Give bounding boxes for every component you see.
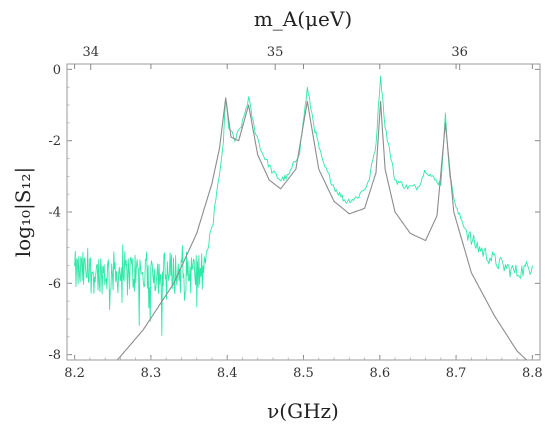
x-tick-label: 8.6 <box>369 366 390 381</box>
x-tick-label: 8.4 <box>217 366 238 381</box>
x2-tick-label: 34 <box>82 45 99 60</box>
x-tick-label: 8.7 <box>446 366 467 381</box>
labels-layer: 8.2 8.3 8.4 8.5 8.6 8.7 8.8 -8 -6 -4 -2 0 34 35 36 <box>48 45 542 381</box>
ticks-layer <box>67 64 540 360</box>
x-tick-label: 8.8 <box>522 366 543 381</box>
x2-tick-label: 35 <box>267 45 284 60</box>
y-tick-label: -6 <box>48 277 61 292</box>
x-tick-label: 8.5 <box>293 366 314 381</box>
x2-tick-label: 36 <box>451 45 468 60</box>
y-tick-label: 0 <box>53 63 61 78</box>
y-tick-label: -8 <box>48 348 61 363</box>
y-axis-title: log₁₀|S₁₂| <box>11 167 36 258</box>
model-series-line <box>116 97 528 360</box>
plot-frame <box>66 63 541 361</box>
x-tick-label: 8.3 <box>141 366 162 381</box>
y-tick-label: -4 <box>48 206 61 221</box>
top-axis-title: m_A(μeV) <box>254 7 352 31</box>
measured-series-line <box>74 75 533 337</box>
data-layer <box>74 75 533 360</box>
y-tick-label: -2 <box>48 134 61 149</box>
x-axis-title: ν(GHz) <box>267 399 339 423</box>
x-tick-label: 8.2 <box>64 366 85 381</box>
